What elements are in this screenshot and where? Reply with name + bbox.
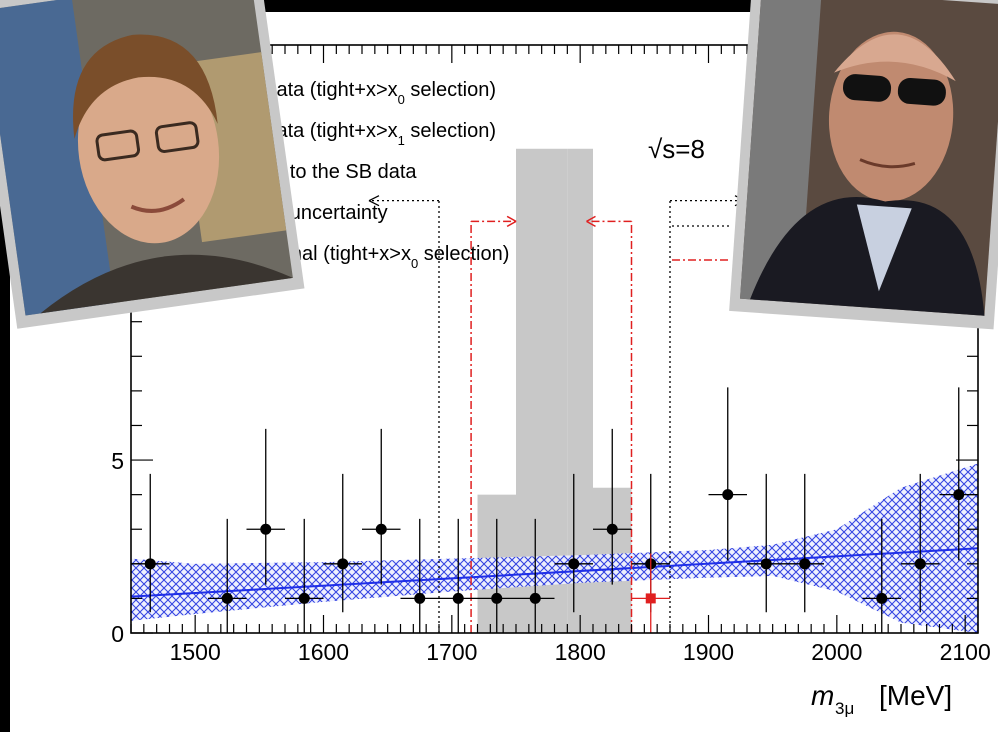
data-point [491,592,503,604]
x-tick-label: 1900 [683,639,734,665]
photo-right [729,0,998,330]
x-tick-label: 1700 [426,639,477,665]
data-point-red [645,593,656,604]
data-point [144,558,156,570]
data-point [606,523,618,535]
data-point [337,558,349,570]
legend-entry-3: Fit to the SB data [262,161,417,183]
x-axis-label-unit: [MeV] [879,680,952,711]
signal-hist-bar [516,148,568,633]
data-point [375,523,387,535]
x-axis-label: m 3μ [MeV] [811,680,952,718]
x-tick-label: 2000 [811,639,862,665]
data-point [876,592,888,604]
signal-hist-bar [567,148,593,633]
legend: Data (tight+x>x0 selection) Data (tight+x… [262,79,730,271]
data-point [914,558,926,570]
x-tick-label: 2100 [940,639,991,665]
x-tick-label: 1600 [298,639,349,665]
data-point [760,558,772,570]
data-point [260,523,272,535]
plot-area: 15001600170018001900200021000510 [98,44,991,665]
fit-line [130,547,979,598]
x-tick-label: 1800 [555,639,606,665]
legend-entry-1: Data (tight+x>x0 selection) [262,79,496,107]
data-point [221,592,233,604]
data-point [452,592,464,604]
signal-region-arrowhead-left [506,215,517,228]
legend-entry-2: Data (tight+x>x1 selection) [262,120,496,148]
data-point [298,592,310,604]
x-axis-label-sub: 3μ [835,699,854,718]
x-tick-label: 1500 [170,639,221,665]
sideband-arrowhead-left [368,195,380,207]
y-tick-label: 5 [111,448,124,474]
data-point [953,489,965,501]
energy-label: √s=8 [648,134,705,164]
data-point [799,558,811,570]
data-point [722,489,734,501]
signal-region-arrowhead-right [586,215,596,228]
data-point [568,558,580,570]
y-tick-label: 0 [111,621,124,647]
data-point [414,592,426,604]
photo-left [0,0,305,329]
data-point [529,592,541,604]
x-axis-label-main: m [811,680,834,711]
